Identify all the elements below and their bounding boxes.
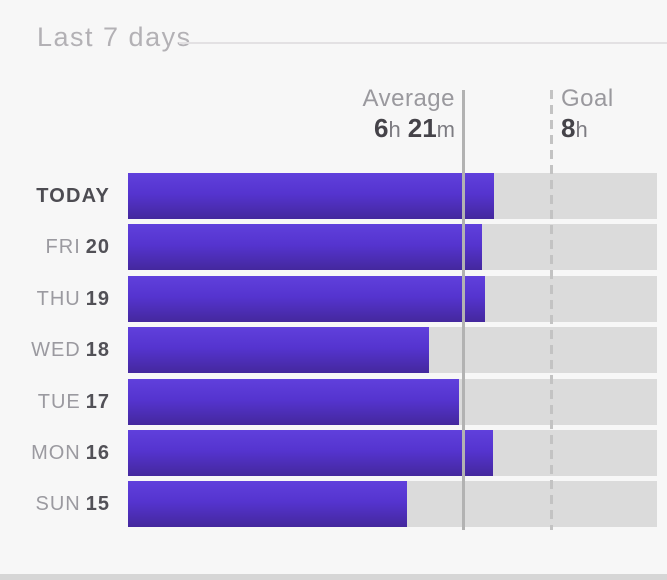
average-label: Average bbox=[362, 85, 455, 112]
average-line bbox=[462, 90, 466, 530]
chart-row-sun-15: SUN 15 bbox=[0, 481, 667, 528]
day-label: TUE 17 bbox=[0, 379, 110, 425]
sleep-bar[interactable] bbox=[128, 327, 429, 374]
bar-track bbox=[128, 481, 657, 528]
day-number: 16 bbox=[85, 442, 110, 464]
bottom-divider bbox=[0, 574, 667, 580]
day-number: 18 bbox=[85, 339, 110, 362]
day-number: 17 bbox=[85, 390, 110, 413]
bar-track bbox=[128, 430, 657, 476]
average-minutes-unit: m bbox=[436, 117, 455, 142]
page-title: Last 7 days bbox=[37, 22, 192, 52]
day-name: TODAY bbox=[36, 185, 110, 207]
average-value: 6h 21m bbox=[255, 113, 455, 145]
day-label: THU 19 bbox=[0, 276, 110, 322]
chart-row-mon-16: MON 16 bbox=[0, 430, 667, 476]
goal-line bbox=[549, 90, 553, 530]
average-minutes: 21 bbox=[407, 113, 437, 143]
goal-hours: 8 bbox=[561, 113, 576, 143]
day-number: 15 bbox=[85, 493, 110, 516]
day-name: FRI bbox=[45, 236, 81, 259]
bar-track bbox=[128, 224, 657, 271]
sleep-bar[interactable] bbox=[128, 173, 495, 219]
sleep-bar[interactable] bbox=[128, 224, 482, 271]
bar-track bbox=[128, 173, 657, 219]
goal-label: Goal bbox=[561, 85, 614, 112]
sleep-bar[interactable] bbox=[128, 430, 493, 476]
day-label: WED 18 bbox=[0, 327, 110, 373]
day-name: THU bbox=[36, 287, 81, 310]
chart-row-fri-20: FRI 20 bbox=[0, 224, 667, 271]
day-name: TUE bbox=[37, 390, 81, 413]
header-divider bbox=[179, 42, 667, 44]
average-hours-unit: h bbox=[388, 117, 401, 142]
goal-value: 8h bbox=[561, 113, 614, 145]
bar-track bbox=[128, 327, 657, 374]
bar-track bbox=[128, 378, 657, 425]
day-label: TODAY bbox=[0, 173, 110, 219]
bar-track bbox=[128, 275, 657, 322]
goal-annotation: Goal 8h bbox=[561, 85, 614, 145]
average-hours: 6 bbox=[374, 113, 389, 143]
day-name: MON bbox=[31, 442, 81, 464]
chart-row-today: TODAY bbox=[0, 173, 667, 219]
day-label: SUN 15 bbox=[0, 481, 110, 527]
chart-row-wed-18: WED 18 bbox=[0, 327, 667, 374]
sleep-bar[interactable] bbox=[128, 481, 408, 528]
day-number: 20 bbox=[85, 236, 110, 259]
day-name: WED bbox=[31, 339, 81, 362]
sleep-bar[interactable] bbox=[128, 378, 460, 425]
average-annotation: Average 6h 21m bbox=[255, 85, 455, 145]
day-label: MON 16 bbox=[0, 430, 110, 476]
day-name: SUN bbox=[35, 493, 81, 516]
day-label: FRI 20 bbox=[0, 224, 110, 270]
goal-hours-unit: h bbox=[575, 117, 588, 142]
chart-row-thu-19: THU 19 bbox=[0, 275, 667, 322]
chart-row-tue-17: TUE 17 bbox=[0, 378, 667, 425]
day-number: 19 bbox=[85, 287, 110, 310]
sleep-bar[interactable] bbox=[128, 275, 486, 322]
